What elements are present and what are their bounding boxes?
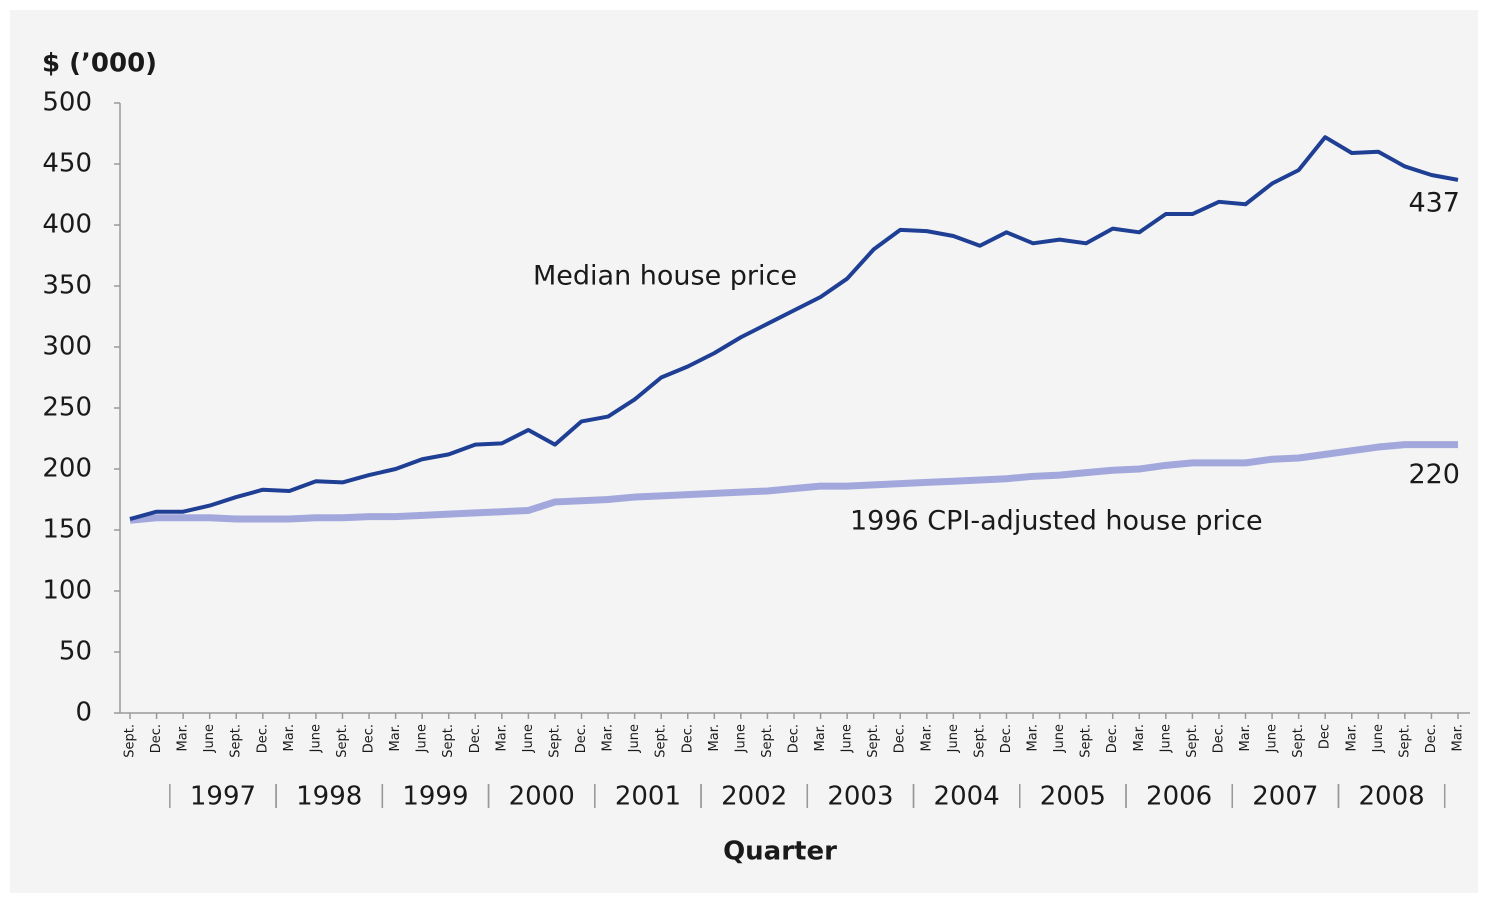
x-tick-label: Dec. (149, 724, 164, 753)
x-tick-label: June (308, 724, 323, 753)
x-tick-label: Sept. (866, 724, 881, 758)
year-label: 2005 (1040, 782, 1106, 812)
x-tick-label: Mar. (707, 724, 722, 751)
y-tick-label: 0 (75, 698, 92, 728)
x-tick-label: Sept. (1185, 724, 1200, 758)
x-tick-label: June (1371, 724, 1386, 753)
x-axis-title: Quarter (723, 837, 837, 867)
x-tick-label: Sept. (1079, 724, 1094, 758)
x-tick-label: Dec. (1424, 724, 1439, 753)
x-tick-label: June (521, 724, 536, 753)
data-label: 437 (1408, 187, 1460, 218)
x-tick-label: Dec. (468, 724, 483, 753)
x-tick-label: Sept. (1291, 724, 1306, 758)
chart-background (10, 10, 1478, 893)
year-label: 2006 (1146, 782, 1212, 812)
x-tick-label: June (1158, 724, 1173, 753)
x-tick-label: Mar. (282, 724, 297, 751)
series-label: Median house price (533, 261, 797, 292)
x-tick-label: Dec. (362, 724, 377, 753)
x-tick-label: June (1265, 724, 1280, 753)
x-tick-label: Mar. (1238, 724, 1253, 751)
year-label: 2004 (934, 782, 1000, 812)
series-line (129, 135, 1459, 521)
x-tick-label: Dec. (1105, 724, 1120, 753)
x-tick-label: Mar. (1344, 724, 1359, 751)
y-tick-label: 300 (42, 332, 92, 362)
year-label: 2007 (1252, 782, 1318, 812)
x-tick-label: Sept. (972, 724, 987, 758)
x-tick-label: Dec. (787, 724, 802, 753)
x-tick-label: June (1052, 724, 1067, 753)
x-tick-label: Mar. (813, 724, 828, 751)
x-tick-label: Mar. (601, 724, 616, 751)
x-tick-label: Sept. (123, 724, 138, 758)
x-tick-label: June (202, 724, 217, 753)
series-label: 1996 CPI-adjusted house price (850, 506, 1263, 537)
y-tick-label: 450 (42, 149, 92, 179)
x-tick-label: Dec. (1211, 724, 1226, 753)
x-tick-label: Sept. (1397, 724, 1412, 758)
x-tick-label: Mar. (1026, 724, 1041, 751)
year-label: 1998 (296, 782, 362, 812)
x-tick-label: June (627, 724, 642, 753)
year-label: 2000 (509, 782, 575, 812)
year-label: 1999 (402, 782, 468, 812)
series-line (129, 441, 1458, 524)
x-tick-label: Mar. (176, 724, 191, 751)
x-tick-label: June (733, 724, 748, 753)
x-tick-label: Dec. (255, 724, 270, 753)
x-tick-label: Mar. (388, 724, 403, 751)
year-label: 2008 (1359, 782, 1425, 812)
x-tick-label: Mar. (1451, 724, 1466, 751)
x-tick-label: June (946, 724, 961, 753)
year-label: 2003 (827, 782, 893, 812)
x-tick-label: Sept. (654, 724, 669, 758)
year-label: 1997 (190, 782, 256, 812)
x-tick-label: Dec. (999, 724, 1014, 753)
x-tick-label: Sept. (760, 724, 775, 758)
data-label: 220 (1408, 459, 1460, 490)
x-tick-label: Dec. (574, 724, 589, 753)
x-tick-label: Dec (1318, 724, 1333, 749)
y-tick-label: 50 (59, 637, 92, 667)
x-tick-label: Mar. (494, 724, 509, 751)
x-tick-label: Dec. (680, 724, 695, 753)
x-tick-label: Dec. (893, 724, 908, 753)
y-tick-label: 250 (42, 393, 92, 423)
y-tick-label: 200 (42, 454, 92, 484)
y-tick-label: 150 (42, 515, 92, 545)
y-tick-label: 350 (42, 271, 92, 301)
y-tick-label: 400 (42, 210, 92, 240)
x-tick-label: Sept. (441, 724, 456, 758)
x-tick-label: Sept. (547, 724, 562, 758)
y-tick-label: 100 (42, 576, 92, 606)
x-tick-label: Mar. (919, 724, 934, 751)
x-tick-label: June (840, 724, 855, 753)
x-tick-label: June (415, 724, 430, 753)
y-axis-title: $ (’000) (42, 49, 157, 79)
y-tick-label: 500 (42, 88, 92, 118)
x-tick-label: Sept. (335, 724, 350, 758)
year-label: 2001 (615, 782, 681, 812)
year-label: 2002 (721, 782, 787, 812)
x-tick-label: Sept. (229, 724, 244, 758)
x-tick-label: Mar. (1132, 724, 1147, 751)
